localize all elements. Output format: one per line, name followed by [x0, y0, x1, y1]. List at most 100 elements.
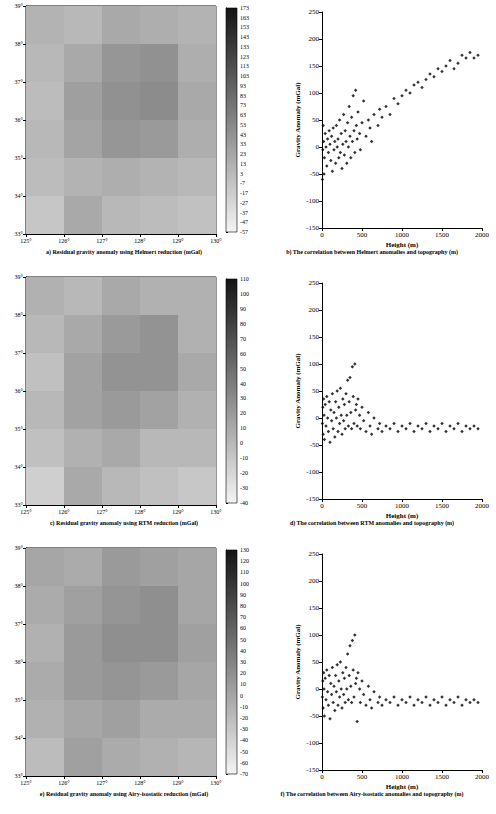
svg-text:100: 100: [309, 631, 320, 639]
svg-text:90: 90: [240, 592, 246, 598]
svg-text:39°: 39°: [15, 3, 24, 9]
svg-text:2000: 2000: [475, 231, 490, 239]
svg-text:129°: 129°: [172, 238, 184, 244]
svg-text:173: 173: [240, 5, 249, 11]
svg-text:-47: -47: [240, 219, 248, 225]
svg-text:128°: 128°: [134, 238, 146, 244]
svg-text:Height (m): Height (m): [386, 783, 419, 791]
svg-text:23: 23: [240, 151, 246, 157]
svg-text:153: 153: [240, 24, 249, 30]
svg-text:-150: -150: [306, 766, 319, 774]
svg-text:-20: -20: [240, 470, 248, 476]
svg-text:200: 200: [309, 306, 320, 314]
svg-text:80: 80: [240, 603, 246, 609]
svg-text:126°: 126°: [58, 238, 70, 244]
svg-text:Height (m): Height (m): [386, 241, 419, 249]
svg-text:130°: 130°: [210, 509, 222, 515]
svg-text:-50: -50: [310, 441, 320, 449]
svg-text:-100: -100: [306, 197, 319, 205]
svg-text:125°: 125°: [20, 780, 32, 786]
svg-text:33°: 33°: [15, 231, 24, 237]
svg-text:129°: 129°: [172, 780, 184, 786]
svg-text:129°: 129°: [172, 509, 184, 515]
svg-text:126°: 126°: [58, 509, 70, 515]
svg-text:130: 130: [240, 547, 249, 553]
svg-text:36°: 36°: [15, 117, 24, 123]
svg-text:-40: -40: [240, 500, 248, 506]
svg-text:-20: -20: [240, 715, 248, 721]
svg-text:33°: 33°: [15, 502, 24, 508]
svg-text:2000: 2000: [475, 773, 490, 781]
svg-text:30: 30: [240, 659, 246, 665]
svg-text:35°: 35°: [15, 697, 24, 703]
svg-text:Height (m): Height (m): [386, 512, 419, 520]
svg-text:Gravity Anomaly (mGal): Gravity Anomaly (mGal): [294, 82, 302, 158]
svg-text:-57: -57: [240, 229, 248, 235]
svg-text:-7: -7: [240, 180, 245, 186]
svg-text:50: 50: [240, 637, 246, 643]
svg-text:113: 113: [240, 63, 249, 69]
svg-text:53: 53: [240, 122, 246, 128]
svg-text:10: 10: [240, 681, 246, 687]
svg-text:250: 250: [309, 279, 320, 287]
svg-text:70: 70: [240, 614, 246, 620]
svg-text:34°: 34°: [15, 193, 24, 199]
svg-text:-50: -50: [240, 749, 248, 755]
svg-text:500: 500: [357, 773, 368, 781]
svg-text:163: 163: [240, 15, 249, 21]
svg-text:130°: 130°: [210, 780, 222, 786]
svg-text:0: 0: [240, 440, 243, 446]
svg-text:0: 0: [316, 143, 320, 151]
svg-text:250: 250: [309, 550, 320, 558]
svg-text:-10: -10: [240, 455, 248, 461]
svg-text:0: 0: [320, 231, 324, 239]
svg-text:a) Residual gravity anomaly us: a) Residual gravity anomaly using Helmer…: [46, 249, 202, 256]
svg-text:1000: 1000: [395, 231, 410, 239]
svg-text:39°: 39°: [15, 274, 24, 280]
svg-text:37°: 37°: [15, 621, 24, 627]
svg-text:0: 0: [320, 773, 324, 781]
svg-text:130°: 130°: [210, 238, 222, 244]
svg-text:38°: 38°: [15, 41, 24, 47]
svg-text:90: 90: [240, 306, 246, 312]
svg-text:50: 50: [312, 387, 320, 395]
svg-text:110: 110: [240, 276, 249, 282]
svg-text:127°: 127°: [96, 780, 108, 786]
svg-text:-27: -27: [240, 200, 248, 206]
svg-text:80: 80: [240, 321, 246, 327]
svg-text:143: 143: [240, 34, 249, 40]
svg-text:125°: 125°: [20, 238, 32, 244]
svg-text:-100: -100: [306, 739, 319, 747]
svg-text:250: 250: [309, 8, 320, 16]
svg-text:1500: 1500: [435, 502, 450, 510]
svg-text:500: 500: [357, 502, 368, 510]
svg-text:1500: 1500: [435, 773, 450, 781]
svg-text:20: 20: [240, 410, 246, 416]
svg-text:100: 100: [309, 360, 320, 368]
svg-text:150: 150: [309, 62, 320, 70]
svg-text:50: 50: [312, 116, 320, 124]
svg-text:0: 0: [240, 693, 243, 699]
svg-text:36°: 36°: [15, 659, 24, 665]
svg-text:-30: -30: [240, 485, 248, 491]
svg-text:c) Residual gravity anomaly us: c) Residual gravity anomaly using RTM re…: [50, 520, 198, 527]
svg-text:34°: 34°: [15, 735, 24, 741]
svg-text:35°: 35°: [15, 426, 24, 432]
svg-text:110: 110: [240, 569, 249, 575]
svg-text:128°: 128°: [134, 509, 146, 515]
svg-text:d) The correlation between RTM: d) The correlation between RTM anomalies…: [290, 520, 454, 527]
svg-text:b) The correlation between Hel: b) The correlation between Helmert anoma…: [286, 249, 458, 256]
svg-text:-50: -50: [310, 712, 320, 720]
svg-text:0: 0: [320, 502, 324, 510]
svg-text:Gravity Anomaly (mGal): Gravity Anomaly (mGal): [294, 624, 302, 700]
svg-text:33: 33: [240, 141, 246, 147]
svg-text:-40: -40: [240, 737, 248, 743]
svg-text:0: 0: [316, 685, 320, 693]
svg-text:125°: 125°: [20, 509, 32, 515]
svg-text:127°: 127°: [96, 509, 108, 515]
svg-text:103: 103: [240, 73, 249, 79]
svg-text:-30: -30: [240, 726, 248, 732]
svg-text:39°: 39°: [15, 545, 24, 551]
svg-text:-150: -150: [306, 224, 319, 232]
svg-text:1500: 1500: [435, 231, 450, 239]
